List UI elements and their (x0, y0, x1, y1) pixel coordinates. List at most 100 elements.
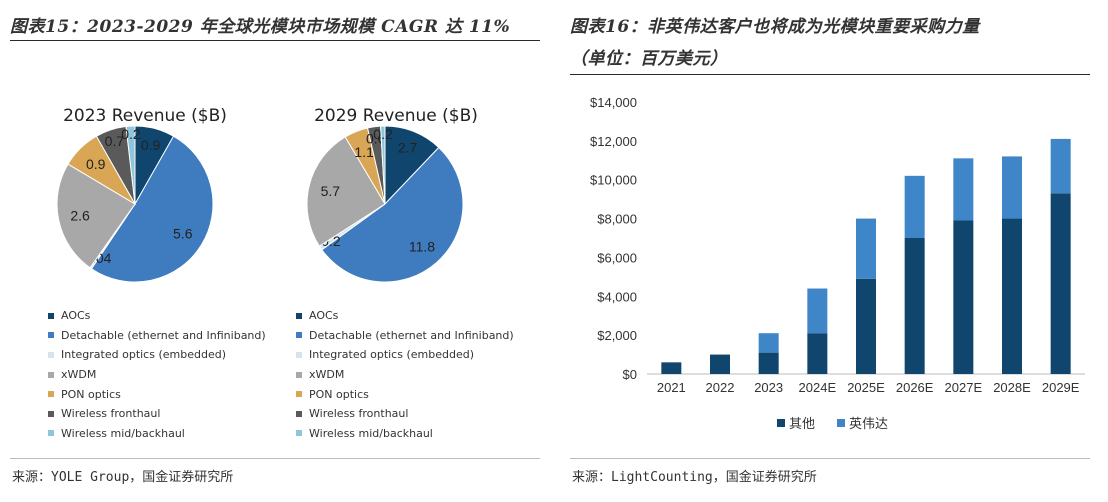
pie-2023-title: 2023 Revenue ($B) (63, 106, 227, 126)
bar-others-2022 (710, 354, 730, 374)
y-tick-label: $12,000 (590, 134, 637, 149)
pie2023-slice-xwdm (56, 163, 136, 269)
legend-label: Wireless mid/backhaul (61, 426, 185, 440)
pie2029-slice-wireless-midhaul (380, 125, 386, 205)
pie-2023-legend: AOCs Detachable (ethernet and Infiniband)… (48, 306, 266, 443)
bar-others-2026E (904, 238, 925, 374)
pie2029-legend-wireless-midhaul: Wireless mid/backhaul (296, 424, 514, 444)
bar-nvidia-2028E (1002, 156, 1022, 219)
y-tick-label: $14,000 (590, 95, 637, 110)
legend-label: Detachable (ethernet and Infiniband) (61, 328, 266, 342)
bar-others-2024E (807, 333, 828, 374)
legend-swatch (48, 351, 54, 358)
pie2023-slice-wireless-midhaul (125, 125, 136, 205)
y-tick-label: $4,000 (597, 289, 637, 304)
pie-chart-2023: 0.95.60.042.60.90.70.2 (56, 125, 214, 283)
legend-label: PON optics (309, 387, 369, 401)
legend-swatch (296, 312, 302, 319)
pie2029-legend-integrated: Integrated optics (embedded) (296, 345, 514, 365)
bar-others-2029E (1050, 193, 1071, 374)
y-tick-label: $0 (623, 367, 637, 382)
left-bottom-rule (10, 458, 540, 459)
bar-nvidia-2024E (807, 288, 828, 334)
pie2029-legend-pon: PON optics (296, 384, 514, 404)
pie2029-label-detachable: 11.8 (409, 238, 435, 254)
pie2029-label-xwdm: 5.7 (321, 183, 341, 199)
pie2023-legend-wireless-fronthaul: Wireless fronthaul (48, 404, 266, 424)
legend-swatch (48, 312, 54, 319)
stacked-bar-chart: $0 $2,000 $4,000 $6,000 $8,000 $10,000 $12,000… (590, 95, 1085, 431)
pie2029-legend-detachable: Detachable (ethernet and Infiniband) (296, 326, 514, 346)
legend-swatch (48, 430, 54, 437)
bar-others-2028E (1002, 218, 1022, 374)
legend-swatch (296, 391, 302, 398)
pie2029-legend-wireless-fronthaul: Wireless fronthaul (296, 404, 514, 424)
x-tick-label: 2021 (657, 380, 686, 395)
pie2029-legend-aocs: AOCs (296, 306, 514, 326)
pie2029-slice-xwdm (306, 136, 386, 247)
bar-legend-swatch-others (777, 419, 785, 427)
legend-label: Integrated optics (embedded) (309, 348, 474, 362)
pie2029-label-pon: 1.1 (354, 144, 374, 160)
x-tick-label: 2026E (896, 380, 934, 395)
legend-label: AOCs (309, 309, 339, 323)
legend-swatch (48, 371, 54, 378)
right-figure-title-line2: （单位：百万美元） (570, 49, 728, 69)
legend-label: Wireless fronthaul (61, 407, 161, 421)
pie2023-legend-pon: PON optics (48, 384, 266, 404)
pie2023-legend-wireless-midhaul: Wireless mid/backhaul (48, 424, 266, 444)
legend-swatch (48, 391, 54, 398)
legend-label: Wireless mid/backhaul (309, 426, 433, 440)
pie2029-legend-xwdm: xWDM (296, 365, 514, 385)
bar-others-2027E (953, 220, 974, 374)
pie2029-slice-detachable (321, 146, 464, 283)
legend-swatch (48, 410, 54, 417)
pie2029-label-aocs: 2.7 (398, 140, 418, 156)
legend-swatch (296, 371, 302, 378)
pie2023-label-wireless-fronthaul: 0.7 (105, 133, 125, 149)
legend-label: xWDM (309, 368, 345, 382)
legend-label: PON optics (61, 387, 121, 401)
bar-others-2021 (661, 362, 682, 374)
y-tick-label: $6,000 (597, 250, 637, 265)
x-tick-label: 2029E (1042, 380, 1080, 395)
pie2023-legend-aocs: AOCs (48, 306, 266, 326)
right-figure-title-line1: 图表16：非英伟达客户也将成为光模块重要采购力量 (570, 17, 980, 37)
x-tick-label: 2025E (847, 380, 885, 395)
bar-nvidia-2025E (856, 218, 876, 279)
y-tick-label: $8,000 (597, 212, 637, 227)
x-tick-label: 2022 (706, 380, 735, 395)
pie2023-legend-xwdm: xWDM (48, 365, 266, 385)
right-bottom-rule (570, 458, 1090, 459)
pie-chart-2029: 2.711.80.25.71.10.60.2 (306, 125, 464, 283)
legend-label: Integrated optics (embedded) (61, 348, 226, 362)
right-source: 来源：LightCounting，国金证券研究所 (572, 470, 817, 485)
bar-legend-label-nvidia: 英伟达 (849, 416, 888, 431)
legend-label: xWDM (61, 368, 97, 382)
y-tick-label: $2,000 (597, 328, 637, 343)
pie2023-label-detachable: 5.6 (173, 226, 193, 242)
bar-nvidia-2027E (953, 158, 974, 221)
legend-swatch (296, 332, 302, 339)
bar-others-2023 (758, 352, 779, 374)
left-source: 来源：YOLE Group，国金证券研究所 (12, 470, 234, 485)
bar-nvidia-2026E (904, 175, 925, 238)
x-tick-label: 2028E (993, 380, 1031, 395)
legend-label: AOCs (61, 309, 91, 323)
x-tick-label: 2024E (799, 380, 837, 395)
pie2023-legend-integrated: Integrated optics (embedded) (48, 345, 266, 365)
left-title-rule (10, 40, 540, 41)
pie2023-legend-detachable: Detachable (ethernet and Infiniband) (48, 326, 266, 346)
bar-nvidia-2023 (758, 333, 779, 353)
x-tick-label: 2023 (754, 380, 783, 395)
pie2023-label-xwdm: 2.6 (70, 208, 90, 224)
pie2023-label-aocs: 0.9 (141, 137, 161, 153)
pie2029-slice-aocs (384, 125, 440, 206)
left-figure-title: 图表15：2023-2029 年全球光模块市场规模 CAGR 达 11% (10, 17, 511, 37)
pie2029-label-wireless-midhaul: 0.2 (373, 126, 393, 142)
legend-swatch (48, 332, 54, 339)
y-tick-label: $10,000 (590, 173, 637, 188)
right-title-rule (570, 74, 1090, 75)
bar-legend-label-others: 其他 (789, 416, 815, 431)
legend-swatch (296, 351, 302, 358)
